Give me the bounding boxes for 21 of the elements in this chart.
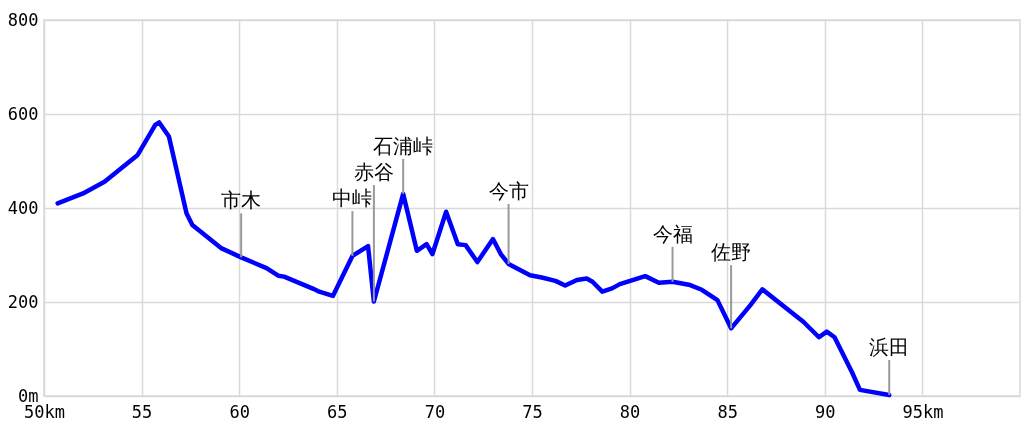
annotation: 佐野 [711, 240, 752, 265]
x-tick-label: 65 [327, 401, 348, 422]
annotation: 市木 [221, 188, 262, 213]
x-tick-label: 80 [619, 401, 641, 422]
y-tick-label: 400 [7, 197, 39, 218]
annotation: 赤谷 [353, 160, 394, 185]
y-tick-label: 200 [7, 291, 39, 312]
x-tick-label: 75 [522, 401, 543, 422]
annotation: 石浦峠 [373, 133, 434, 158]
x-tick-label: 55 [131, 401, 153, 422]
x-tick-label: 70 [424, 401, 446, 422]
x-tick-label: 90 [815, 401, 836, 422]
y-tick-label: 800 [7, 9, 39, 30]
annotation: 中峠 [332, 186, 373, 211]
annotation: 浜田 [869, 335, 910, 360]
y-tick-label: 600 [7, 103, 39, 124]
x-tick-label: 85 [717, 401, 738, 422]
annotation: 今市 [488, 179, 529, 204]
annotation: 今福 [652, 221, 693, 246]
x-tick-label: 95km [902, 401, 944, 422]
x-tick-label: 60 [229, 401, 250, 422]
